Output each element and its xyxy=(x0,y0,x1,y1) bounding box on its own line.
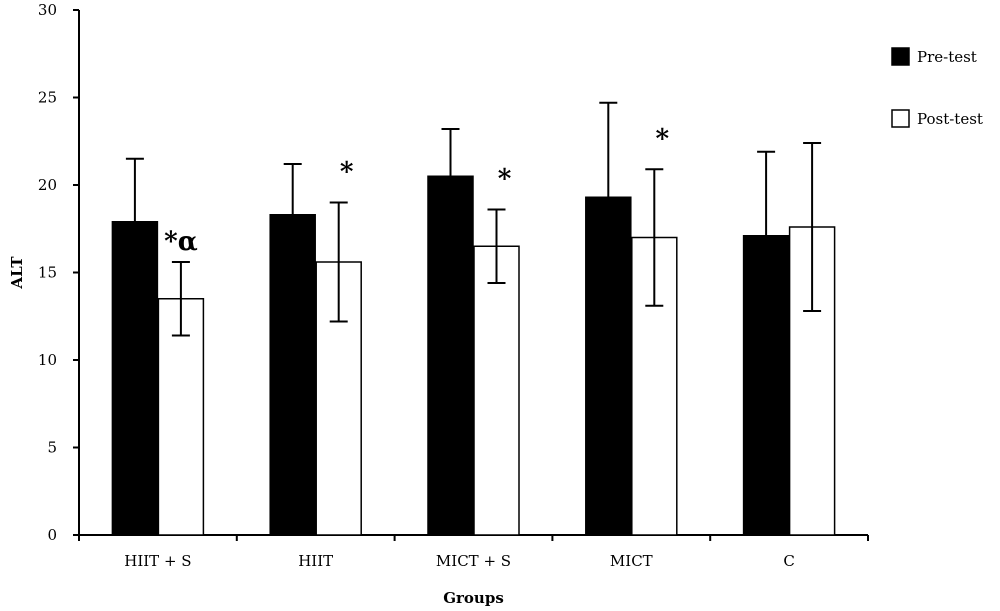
x-axis-title: Groups xyxy=(443,589,504,607)
y-tick-label: 25 xyxy=(38,89,57,107)
x-tick-label: C xyxy=(783,552,794,570)
annotations: *α * * * xyxy=(164,124,669,257)
bar-pre-test xyxy=(111,221,159,536)
significance-marker: * xyxy=(498,165,512,195)
legend-label-pre-test: Pre-test xyxy=(917,48,977,66)
bars xyxy=(111,175,836,536)
legend-label-post-test: Post-test xyxy=(917,110,983,128)
legend: Pre-test Post-test xyxy=(891,47,983,128)
y-tick-label: 0 xyxy=(47,526,57,544)
error-bars xyxy=(125,101,822,337)
legend-swatch-pre-test xyxy=(891,47,910,66)
x-tick-label: MICT + S xyxy=(436,552,511,570)
bar-post-test xyxy=(473,245,520,536)
x-tick-label: HIIT xyxy=(298,552,333,570)
x-tick-label: MICT xyxy=(610,552,653,570)
significance-marker: * xyxy=(340,158,354,188)
y-tick-label: 5 xyxy=(47,439,57,457)
significance-marker: *α xyxy=(164,227,198,257)
bar-pre-test xyxy=(427,175,474,536)
y-tick-label: 20 xyxy=(38,176,57,194)
bar-post-test xyxy=(157,298,205,536)
axes: 0 5 10 15 20 25 30 HIIT + S HIIT MICT + S MICT C xyxy=(38,1,869,570)
y-tick-label: 30 xyxy=(38,1,57,19)
significance-marker: * xyxy=(655,124,669,154)
bar-pre-test xyxy=(269,214,316,536)
y-axis-title: ALT xyxy=(8,256,26,290)
legend-swatch-post-test xyxy=(891,109,910,128)
bar-pre-test xyxy=(742,235,790,536)
y-tick-label: 15 xyxy=(38,264,57,282)
x-tick-label: HIIT + S xyxy=(124,552,191,570)
bar-pre-test xyxy=(585,196,632,536)
y-tick-label: 10 xyxy=(38,351,57,369)
